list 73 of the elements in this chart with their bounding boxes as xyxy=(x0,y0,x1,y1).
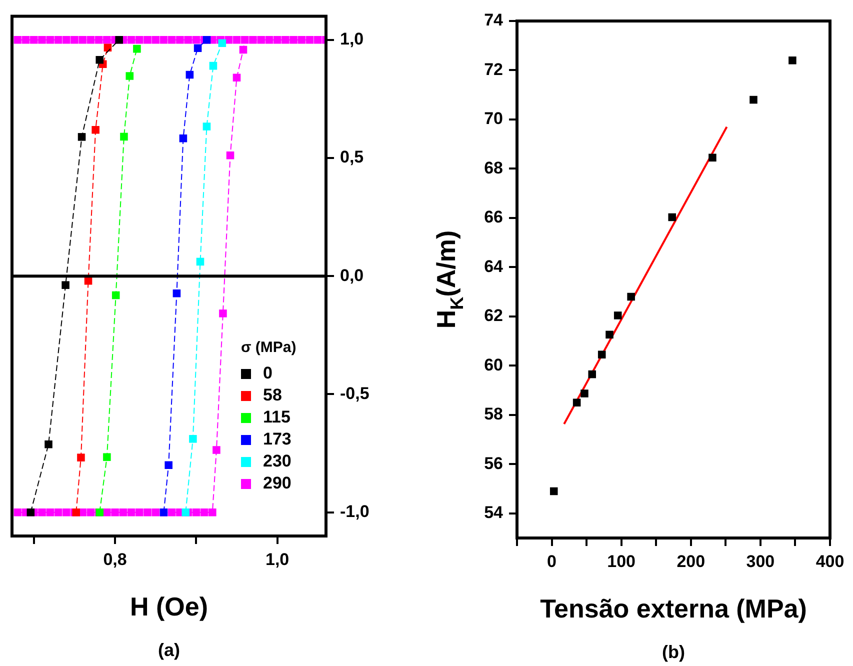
x-tick-label: 100 xyxy=(607,552,636,571)
x-tick-label: 300 xyxy=(746,552,775,571)
point xyxy=(92,126,100,134)
y-tick-label: 58 xyxy=(484,404,503,424)
point xyxy=(668,213,676,222)
text: (b) xyxy=(662,642,685,662)
point xyxy=(104,44,112,52)
point xyxy=(202,122,211,130)
point xyxy=(78,133,86,141)
point xyxy=(62,281,70,289)
point xyxy=(186,70,194,79)
point xyxy=(550,487,558,496)
point xyxy=(44,440,52,448)
point xyxy=(115,36,123,44)
point xyxy=(179,134,188,142)
y-tick-label: 56 xyxy=(484,454,503,473)
y-axis-title: HK(A/m) xyxy=(431,230,467,329)
point xyxy=(133,44,141,53)
y-tick-label: 0,5 xyxy=(340,148,364,167)
y-tick-label: 54 xyxy=(484,503,504,522)
legend-label: 0 xyxy=(263,364,272,383)
x-tick-label: 200 xyxy=(676,552,706,571)
point xyxy=(182,508,190,516)
x-tick-label: 1,0 xyxy=(266,550,290,569)
point xyxy=(77,454,85,462)
legend-label: 230 xyxy=(263,452,292,471)
point xyxy=(627,292,635,301)
point xyxy=(580,390,588,398)
x-tick-label: 0 xyxy=(547,552,557,571)
y-tick-label: 68 xyxy=(484,158,503,178)
point xyxy=(708,154,716,162)
y-tick-label: -1,0 xyxy=(340,502,370,522)
point xyxy=(189,435,197,443)
legend-label: 173 xyxy=(263,430,292,449)
y-tick-label: -0,5 xyxy=(340,384,370,403)
y-tick-label: 64 xyxy=(484,256,504,276)
point xyxy=(26,508,35,516)
point xyxy=(202,36,211,44)
point xyxy=(218,39,226,48)
y-tick-label: 0,0 xyxy=(340,266,364,285)
legend-label: 290 xyxy=(263,474,292,493)
x-tick-label: 400 xyxy=(816,552,844,571)
point xyxy=(588,370,596,378)
point xyxy=(788,56,796,64)
y-tick-label: 72 xyxy=(484,60,503,79)
legend-label: 115 xyxy=(263,408,290,427)
point xyxy=(572,398,581,406)
y-tick-label: 60 xyxy=(484,355,503,374)
y-tick-label: 1,0 xyxy=(340,30,364,49)
point xyxy=(598,350,606,358)
point xyxy=(209,62,218,70)
text: (a) xyxy=(158,640,180,660)
point xyxy=(96,56,104,64)
point xyxy=(750,96,758,104)
point xyxy=(196,258,204,266)
point xyxy=(112,291,120,300)
point xyxy=(103,453,111,461)
x-axis-title: H (Oe) xyxy=(130,592,208,622)
point xyxy=(172,289,181,298)
point xyxy=(126,72,134,80)
y-tick-label: 66 xyxy=(484,208,503,227)
legend-title: σ (MPa) xyxy=(241,339,296,356)
point xyxy=(164,461,172,470)
y-tick-label: 70 xyxy=(484,109,503,128)
y-tick-label: 74 xyxy=(484,10,504,30)
point xyxy=(606,330,614,339)
point xyxy=(614,312,622,320)
x-tick-label: 0,8 xyxy=(103,550,127,569)
legend-label: 58 xyxy=(263,386,282,405)
point xyxy=(120,132,128,141)
point xyxy=(194,44,202,52)
y-tick-label: 62 xyxy=(484,306,503,326)
x-axis-title: Tensão externa (MPa) xyxy=(540,594,807,624)
